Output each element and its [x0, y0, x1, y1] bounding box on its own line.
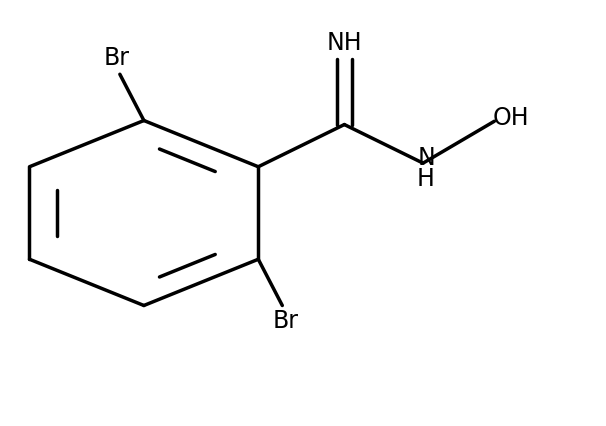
Text: Br: Br [104, 46, 130, 70]
Text: NH: NH [327, 31, 362, 55]
Text: H: H [417, 167, 435, 191]
Text: N: N [417, 146, 435, 170]
Text: OH: OH [492, 106, 529, 130]
Text: Br: Br [272, 309, 298, 334]
